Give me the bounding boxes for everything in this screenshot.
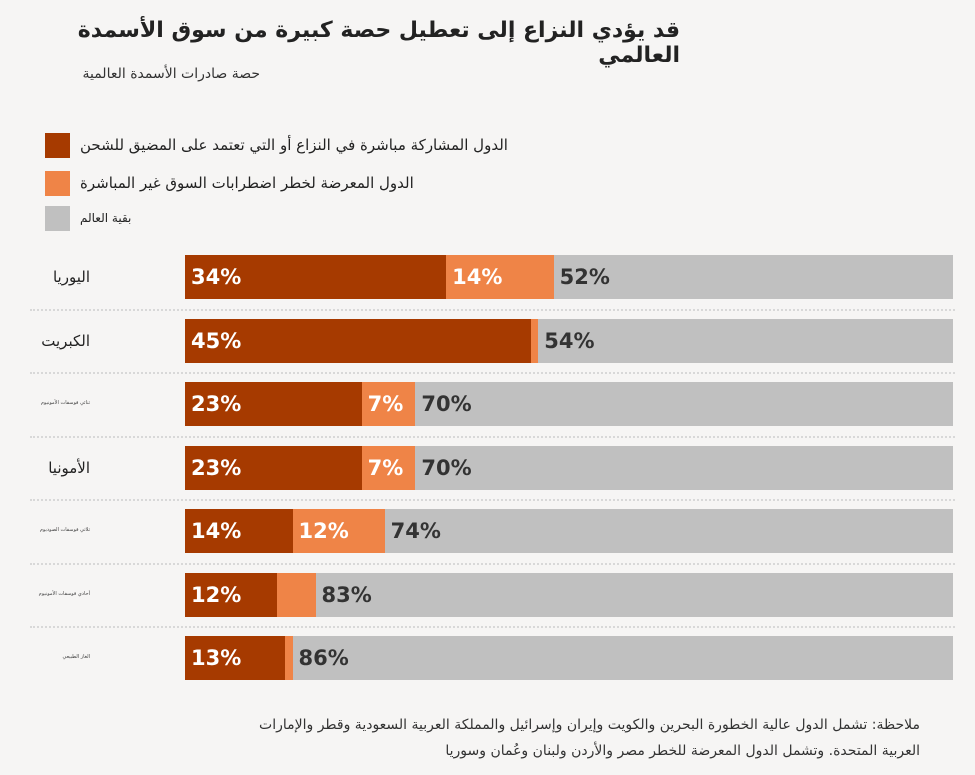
bar-segment	[185, 318, 531, 363]
category-label: الأمونيا	[48, 458, 90, 477]
data-label: 14%	[452, 265, 503, 289]
bar-segment	[361, 382, 416, 426]
footnote: ملاحظة: تشمل الدول عالية الخطورة البحرين…	[40, 712, 920, 764]
data-label: 45%	[191, 328, 242, 353]
category-label: أحادي فوسفات الأمونيوم	[38, 590, 90, 597]
bar-segment	[185, 255, 447, 299]
data-label: 23%	[191, 392, 242, 416]
bar-segment	[185, 636, 285, 680]
row-divider	[30, 499, 955, 501]
data-label: 7%	[367, 392, 404, 416]
bar-segment	[185, 382, 362, 426]
legend-swatch	[45, 205, 70, 231]
legend-item: بقية العالم	[45, 205, 132, 231]
data-label: 13%	[191, 646, 242, 670]
bar-segment	[185, 445, 362, 490]
note-line-1: ملاحظة: تشمل الدول عالية الخطورة البحرين…	[259, 717, 920, 733]
bar-segment	[553, 255, 953, 299]
bar-segment	[446, 255, 554, 299]
data-label: 54%	[544, 328, 595, 353]
bar-segment	[415, 382, 953, 426]
bar-segment	[284, 636, 293, 680]
data-label: 14%	[191, 519, 242, 543]
chart-title: قد يؤدي النزاع إلى تعطيل حصة كبيرة من سو…	[77, 18, 680, 68]
bar-segment	[185, 509, 293, 553]
data-label: 12%	[298, 519, 349, 543]
category-label: ثلاثي فوسفات الصوديوم	[39, 527, 90, 533]
row-divider	[30, 435, 955, 438]
data-label: 34%	[191, 265, 242, 289]
data-label: 74%	[390, 519, 441, 543]
category-label: الكبريت	[41, 331, 90, 350]
chart-subtitle: حصة صادرات الأسمدة العالمية	[82, 66, 260, 82]
legend-label: بقية العالم	[80, 211, 132, 225]
legend-swatch	[45, 170, 70, 196]
data-label: 12%	[191, 582, 242, 607]
bar-segment	[538, 318, 953, 363]
legend-swatch	[45, 132, 70, 158]
data-label: 23%	[191, 455, 242, 480]
row-divider	[30, 308, 955, 311]
data-label: 83%	[321, 582, 372, 607]
legend-item: الدول المشاركة مباشرة في النزاع أو التي …	[45, 132, 508, 158]
legend-item: الدول المعرضة لخطر اضطرابات السوق غير ال…	[45, 170, 414, 196]
bar-segment	[277, 572, 316, 617]
bar-segment	[415, 445, 953, 490]
category-label: الغاز الطبيعي	[62, 654, 90, 660]
row-divider	[30, 562, 955, 565]
note-line-2: العربية المتحدة. وتشمل الدول المعرضة للخ…	[445, 743, 920, 759]
bar-segment	[361, 445, 416, 490]
row-divider	[30, 626, 955, 628]
category-label: اليوريا	[52, 268, 90, 286]
bar-segment	[530, 318, 539, 363]
data-label: 52%	[559, 265, 610, 289]
bar-segment	[292, 509, 385, 553]
legend-label: الدول المعرضة لخطر اضطرابات السوق غير ال…	[80, 174, 414, 192]
bar-segment	[315, 572, 953, 617]
data-label: 86%	[298, 646, 349, 670]
bar-segment	[292, 636, 953, 680]
category-label: ثنائي فوسفات الأمونيوم	[40, 400, 90, 406]
bar-segment	[185, 572, 278, 617]
row-divider	[30, 372, 955, 374]
data-label: 7%	[367, 455, 404, 480]
legend-label: الدول المشاركة مباشرة في النزاع أو التي …	[80, 136, 508, 154]
data-label: 70%	[421, 455, 472, 480]
bar-segment	[384, 509, 953, 553]
data-label: 70%	[421, 392, 472, 416]
